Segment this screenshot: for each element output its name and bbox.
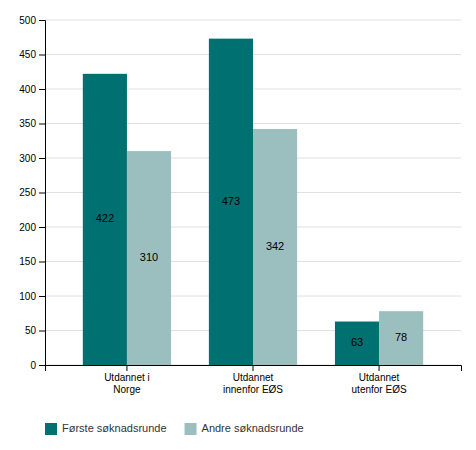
tick-label: 450 [19, 49, 36, 60]
tick-label: Utdannetinnenfor EØS [223, 372, 283, 395]
legend: Første søknadsrunde Andre søknadsrunde [45, 422, 304, 435]
tick: Utdannetinnenfor EØS [223, 365, 283, 395]
tick-mark [39, 158, 45, 159]
x-axis: Utdannet iNorgeUtdannetinnenfor EØSUtdan… [46, 365, 462, 395]
bar [209, 39, 253, 365]
tick-mark [39, 89, 45, 90]
chart: 422 473 63 310 342 78 0 50 100 150 200 250 300 350 400… [0, 0, 476, 450]
legend-label: Andre søknadsrunde [202, 422, 304, 434]
tick-label: 50 [25, 325, 37, 336]
tick-mark [379, 365, 380, 371]
legend-swatch [185, 423, 197, 435]
tick-label: 150 [19, 256, 36, 267]
tick-label-line: Utdannet i [104, 372, 150, 383]
tick: 250 [19, 187, 45, 198]
bar [253, 129, 297, 365]
tick-label: Utdannet iNorge [104, 372, 150, 395]
data-label: 422 [96, 212, 114, 224]
tick-mark [39, 296, 45, 297]
tick: Utdannetutenfor EØS [352, 365, 407, 395]
tick-label: 0 [30, 360, 36, 371]
data-label: 473 [222, 195, 240, 207]
tick-mark [39, 227, 45, 228]
axis-domain [46, 366, 462, 372]
y-axis: 0 50 100 150 200 250 300 350 400 450 500 [19, 15, 45, 371]
tick-mark [126, 365, 127, 371]
bar [379, 311, 423, 365]
tick: 200 [19, 222, 45, 233]
legend-swatch [45, 423, 57, 435]
data-labels: 422 473 63 310 342 78 [96, 195, 408, 348]
tick-label-line: innenfor EØS [223, 384, 283, 395]
tick-mark [39, 124, 45, 125]
legend-item: Andre søknadsrunde [185, 422, 304, 435]
bar [127, 151, 171, 365]
tick-label: 250 [19, 187, 36, 198]
tick-label: 400 [19, 84, 36, 95]
tick-mark [39, 193, 45, 194]
tick: 50 [25, 325, 45, 336]
tick-mark [39, 331, 45, 332]
legend-label: Første søknadsrunde [62, 422, 167, 434]
bars [83, 39, 423, 365]
tick: 400 [19, 84, 45, 95]
tick-label: 100 [19, 291, 36, 302]
tick-mark [39, 262, 45, 263]
data-label: 342 [266, 240, 284, 252]
chart-container: 422 473 63 310 342 78 0 50 100 150 200 250 300 350 400… [0, 0, 476, 450]
tick-mark [39, 55, 45, 56]
data-label: 78 [395, 331, 407, 343]
tick-label-line: utenfor EØS [352, 384, 407, 395]
tick-label: 500 [19, 15, 36, 26]
tick-mark [39, 365, 45, 366]
grid [45, 20, 461, 365]
tick-mark [39, 20, 45, 21]
tick: 0 [30, 360, 45, 371]
tick-mark [253, 365, 254, 371]
tick: 100 [19, 291, 45, 302]
tick-label-line: Utdannet [359, 372, 400, 383]
axis-domain [39, 21, 46, 366]
bar [83, 74, 127, 365]
data-label: 310 [140, 251, 158, 263]
legend-item: Første søknadsrunde [45, 422, 167, 435]
plot: 422 473 63 310 342 78 0 50 100 150 200 250 300 350 400… [19, 15, 461, 395]
tick-label: 350 [19, 118, 36, 129]
tick: 350 [19, 118, 45, 129]
tick: 450 [19, 49, 45, 60]
tick-label-line: Norge [113, 384, 141, 395]
bar [335, 322, 379, 365]
tick-label: Utdannetutenfor EØS [352, 372, 407, 395]
tick-label: 200 [19, 222, 36, 233]
tick-label: 300 [19, 153, 36, 164]
grid-line [45, 20, 461, 21]
tick: Utdannet iNorge [104, 365, 150, 395]
tick-label-line: Utdannet [233, 372, 274, 383]
tick: 300 [19, 153, 45, 164]
tick: 500 [19, 15, 45, 26]
tick: 150 [19, 256, 45, 267]
data-label: 63 [351, 336, 363, 348]
